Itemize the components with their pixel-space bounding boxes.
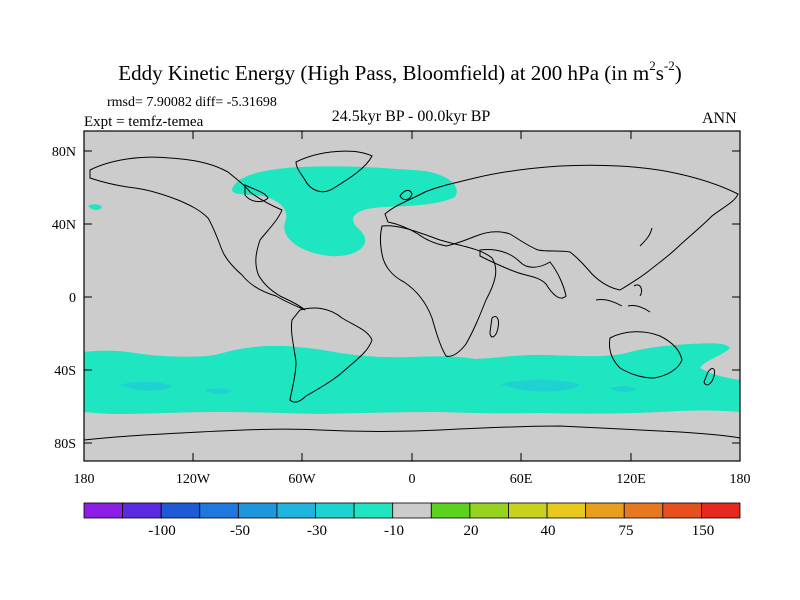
colorbar-label: -50 — [230, 523, 250, 539]
map-ticks — [84, 131, 740, 461]
colorbar-box — [199, 502, 239, 519]
lon-label: 120E — [616, 472, 646, 487]
figure-title: Eddy Kinetic Energy (High Pass, Bloomfie… — [118, 58, 682, 85]
colorbar-box — [623, 502, 664, 519]
southern-ocean-anomaly — [84, 343, 740, 414]
colorbar-box — [585, 502, 625, 519]
colorbar-box — [122, 502, 162, 519]
japan — [639, 227, 653, 247]
lon-label: 120W — [176, 472, 211, 487]
lat-label: 0 — [69, 291, 76, 306]
southern-ocean-anomaly-strong-1 — [120, 381, 172, 391]
colorbar-label: -30 — [307, 523, 327, 539]
colorbar-label: -100 — [148, 523, 176, 539]
lat-label: 80S — [54, 437, 76, 452]
new-zealand — [703, 368, 715, 386]
lon-label: 180 — [730, 472, 751, 487]
lon-label: 180 — [74, 472, 95, 487]
africa-coastline — [380, 225, 497, 357]
colorbar-box — [701, 502, 741, 519]
south-america-coastline — [289, 307, 373, 403]
colorbar-box — [469, 502, 509, 519]
colorbar-box — [508, 502, 548, 519]
eurasia-coastline — [384, 164, 739, 291]
lat-label: 40S — [54, 364, 76, 379]
british-isles — [399, 189, 413, 201]
lat-label: 80N — [52, 145, 76, 160]
colorbar-box — [546, 502, 587, 519]
lat-label: 40N — [52, 218, 76, 233]
colorbar-box — [430, 502, 471, 519]
colorbar-label: 20 — [464, 523, 479, 539]
colorbar-box — [160, 502, 201, 519]
southern-ocean-anomaly-strong-3 — [500, 379, 580, 392]
colorbar-box — [237, 502, 278, 519]
experiment-label: Expt = temfz-temea — [84, 114, 204, 130]
indonesia — [595, 284, 651, 313]
lon-label: 60E — [510, 472, 533, 487]
colorbar-label: 75 — [619, 523, 634, 539]
anomaly-shading — [84, 166, 740, 414]
colorbar-label: 150 — [692, 523, 715, 539]
colorbar-box — [83, 502, 123, 519]
southern-ocean-anomaly-strong-4 — [610, 386, 636, 392]
arabia-india — [479, 249, 567, 299]
north-america-coastline — [89, 156, 306, 311]
colorbar-label: 40 — [541, 523, 556, 539]
lon-label: 0 — [409, 472, 416, 487]
antarctica-coastline — [83, 425, 741, 441]
colorbar — [83, 502, 741, 519]
north-pacific-anomaly — [88, 204, 102, 210]
colorbar-box — [276, 502, 316, 519]
north-atlantic-anomaly — [232, 166, 457, 257]
madagascar — [489, 315, 499, 338]
period-label: 24.5kyr BP - 00.0kyr BP — [331, 108, 491, 125]
stats-label: rmsd= 7.90082 diff= -5.31698 — [107, 95, 277, 110]
colorbar-box — [353, 502, 394, 519]
lat-axis: 80N 40N 0 40S 80S — [52, 145, 76, 452]
australia-coastline — [609, 331, 683, 379]
lon-axis: 180 120W 60W 0 60E 120E 180 — [74, 472, 751, 487]
colorbar-box — [392, 502, 432, 519]
southern-ocean-anomaly-strong-2 — [205, 388, 232, 394]
hudson-bay — [244, 184, 269, 203]
colorbar-labels: -100 -50 -30 -10 20 40 75 150 — [148, 523, 714, 539]
colorbar-label: -10 — [384, 523, 404, 539]
colorbar-box — [662, 502, 702, 519]
lon-label: 60W — [288, 472, 316, 487]
season-label: ANN — [702, 110, 737, 127]
coastlines — [83, 150, 741, 441]
greenland-coastline — [295, 150, 373, 193]
colorbar-box — [315, 502, 355, 519]
